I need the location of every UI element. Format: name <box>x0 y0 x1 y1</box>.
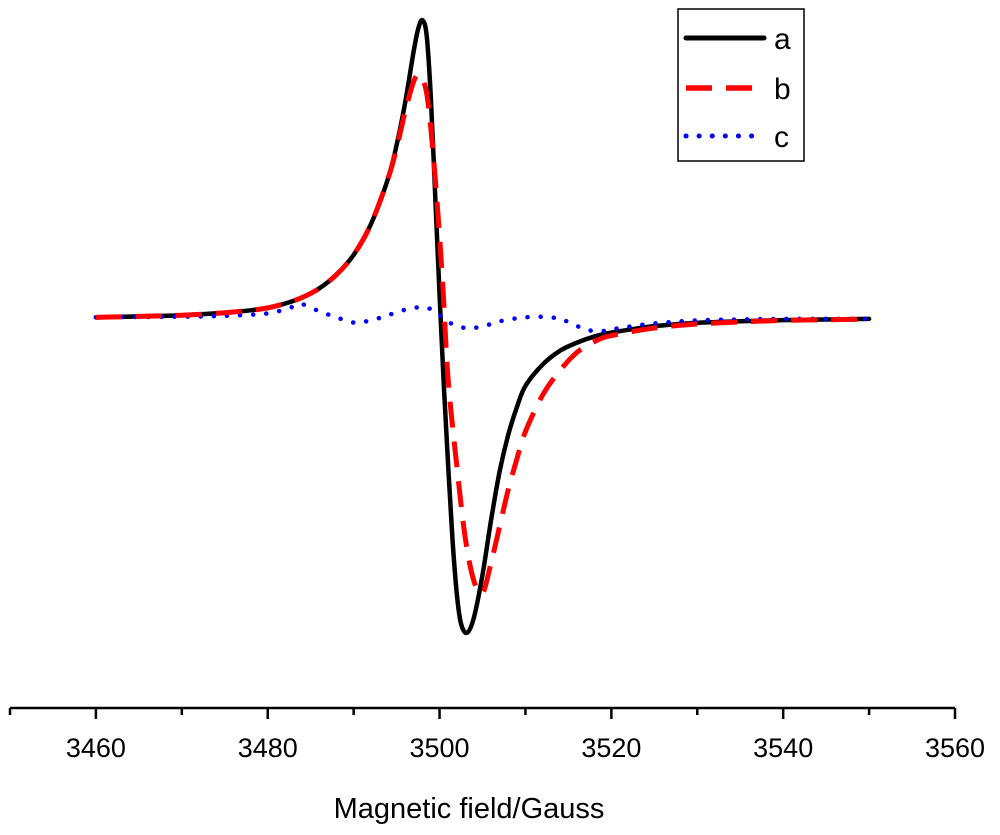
plot-lines <box>93 17 872 636</box>
legend-label-c: c <box>774 121 789 154</box>
x-axis-title: Magnetic field/Gauss <box>334 793 605 825</box>
x-tick-label: 3560 <box>925 733 985 763</box>
legend: abc <box>677 8 805 162</box>
x-axis: 3460 3480 3500 3520 3540 3560 <box>8 706 985 763</box>
legend-label-b: b <box>774 73 791 106</box>
x-tick-label: 3500 <box>410 733 470 763</box>
legend-label-a: a <box>774 23 791 56</box>
x-tick-label: 3520 <box>581 733 641 763</box>
series-line-b <box>95 71 870 597</box>
x-tick-label: 3540 <box>753 733 813 763</box>
series-line-c <box>93 301 872 334</box>
x-tick-label: 3480 <box>238 733 298 763</box>
x-tick-label: 3460 <box>66 733 126 763</box>
